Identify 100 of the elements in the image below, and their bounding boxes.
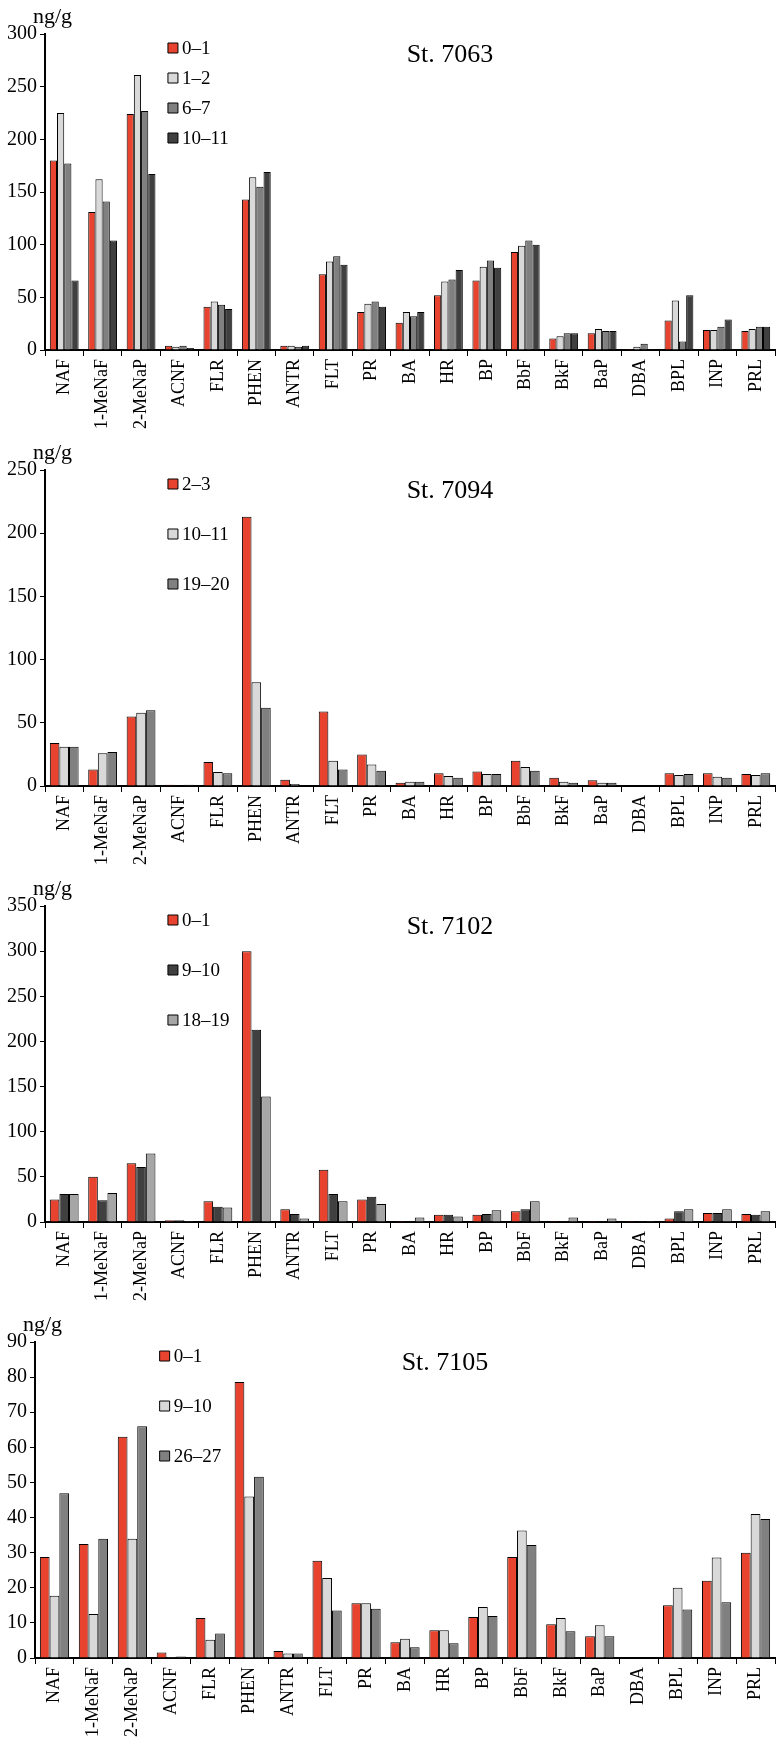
x-tick-label: FLT — [321, 359, 342, 390]
legend-label: 2–3 — [181, 472, 211, 494]
x-tick-label: HR — [437, 795, 458, 821]
y-tick-label: 80 — [7, 1364, 27, 1387]
y-tick-label: 70 — [7, 1399, 27, 1422]
y-tick-label: 50 — [7, 1469, 27, 1492]
legend-label: 9–10 — [181, 958, 220, 980]
x-tick-label: INP — [705, 1667, 726, 1697]
x-tick-label: FLR — [206, 359, 227, 393]
x-tick-label: NAF — [52, 359, 73, 396]
x-tick-label: PR — [360, 359, 381, 382]
legend-label: 10–11 — [181, 522, 229, 544]
x-tick-label: BbF — [510, 1667, 531, 1699]
legend-label: 0–1 — [181, 36, 211, 58]
legend-label: 18–19 — [181, 1008, 230, 1030]
y-tick-label: 150 — [7, 1073, 37, 1096]
x-tick-label: 1-MeNaF — [91, 795, 112, 866]
y-tick-label: 30 — [7, 1539, 27, 1562]
x-tick-label: BkF — [552, 1231, 573, 1263]
x-tick-label: BP — [475, 795, 496, 818]
x-tick-label: PRL — [744, 359, 765, 393]
x-tick-label: BaP — [590, 795, 611, 826]
x-tick-label: BPL — [667, 795, 688, 829]
x-tick-label: BP — [475, 359, 496, 382]
x-tick-label: PRL — [744, 795, 765, 829]
x-tick-label: HR — [432, 1667, 453, 1693]
x-tick-label: ACNF — [160, 1667, 181, 1716]
legend-label: 1–2 — [181, 66, 211, 88]
x-tick-label: FLR — [199, 1667, 219, 1701]
x-tick-label: 2-MeNaP — [129, 359, 150, 430]
x-tick-label: 1-MeNaF — [91, 359, 112, 430]
x-tick-label: ANTR — [283, 359, 304, 409]
legend-label: 26–27 — [173, 1444, 222, 1466]
y-tick-label: 50 — [17, 284, 37, 307]
x-tick-label: BA — [393, 1667, 414, 1693]
x-tick-label: NAF — [43, 1667, 64, 1704]
x-tick-label: 2-MeNaP — [121, 1667, 142, 1738]
x-tick-label: INP — [706, 359, 727, 389]
x-tick-label: BaP — [588, 1667, 609, 1698]
x-tick-label: FLR — [206, 795, 227, 829]
x-tick-label: 1-MeNaF — [91, 1231, 112, 1302]
y-tick-label: 20 — [7, 1575, 27, 1598]
x-tick-label: FLT — [315, 1667, 336, 1698]
x-tick-label: PR — [360, 795, 381, 818]
x-tick-label: ANTR — [276, 1667, 297, 1717]
y-tick-label: 50 — [17, 1164, 37, 1187]
y-tick-label: 200 — [7, 520, 37, 543]
x-tick-label: ANTR — [283, 1231, 304, 1281]
x-tick-label: NAF — [52, 795, 73, 832]
x-tick-label: BaP — [590, 359, 611, 390]
x-tick-label: BbF — [514, 795, 534, 827]
y-tick-label: 60 — [7, 1434, 27, 1457]
chart-title: St. 7063 — [406, 38, 494, 68]
y-tick-label: 250 — [7, 73, 37, 96]
x-tick-label: BPL — [667, 359, 688, 393]
x-tick-label: BA — [398, 359, 419, 385]
x-tick-label: DBA — [629, 359, 650, 398]
y-tick-label: 40 — [7, 1504, 27, 1527]
legend-label: 9–10 — [173, 1394, 212, 1416]
x-tick-label: PR — [360, 1231, 381, 1254]
x-tick-label: PHEN — [237, 1667, 258, 1715]
x-tick-label: BbF — [514, 1231, 534, 1263]
x-tick-label: FLT — [321, 795, 342, 826]
x-tick-label: BaP — [590, 1231, 611, 1262]
x-tick-label: ACNF — [168, 359, 189, 408]
x-tick-label: FLR — [206, 1231, 227, 1265]
y-tick-label: 0 — [27, 337, 37, 360]
x-tick-label: BPL — [667, 1231, 688, 1265]
x-tick-label: INP — [706, 1231, 727, 1261]
y-tick-label: 200 — [7, 1028, 37, 1051]
legend-label: 6–7 — [181, 96, 211, 118]
y-tick-label: 10 — [7, 1610, 27, 1633]
x-tick-label: BPL — [666, 1667, 687, 1701]
x-tick-label: DBA — [627, 1667, 648, 1706]
legend-label: 0–1 — [181, 908, 211, 930]
x-tick-label: BkF — [549, 1667, 570, 1699]
x-tick-label: FLT — [321, 1231, 342, 1262]
y-tick-label: 50 — [17, 710, 37, 733]
legend-label: 0–1 — [173, 1344, 203, 1366]
legend-label: 10–11 — [181, 126, 229, 148]
x-tick-label: PRL — [744, 1231, 765, 1265]
x-tick-label: DBA — [629, 1231, 650, 1270]
x-tick-label: BkF — [552, 795, 573, 827]
x-tick-label: BbF — [514, 359, 534, 391]
x-tick-label: NAF — [52, 1231, 73, 1268]
y-tick-label: 100 — [7, 646, 37, 669]
x-tick-label: INP — [706, 795, 727, 825]
x-tick-label: PHEN — [245, 1231, 266, 1279]
y-tick-label: 150 — [7, 583, 37, 606]
x-tick-label: BP — [471, 1667, 492, 1690]
chart-title: St. 7105 — [401, 1346, 489, 1376]
x-tick-label: 2-MeNaP — [129, 1231, 150, 1302]
y-tick-label: 100 — [7, 231, 37, 254]
x-tick-label: HR — [437, 359, 458, 385]
x-tick-label: DBA — [629, 795, 650, 834]
x-tick-label: BkF — [552, 359, 573, 391]
x-tick-label: PHEN — [245, 359, 266, 407]
x-tick-label: ACNF — [168, 1231, 189, 1280]
x-tick-label: ANTR — [283, 795, 304, 845]
x-tick-label: PHEN — [245, 795, 266, 843]
